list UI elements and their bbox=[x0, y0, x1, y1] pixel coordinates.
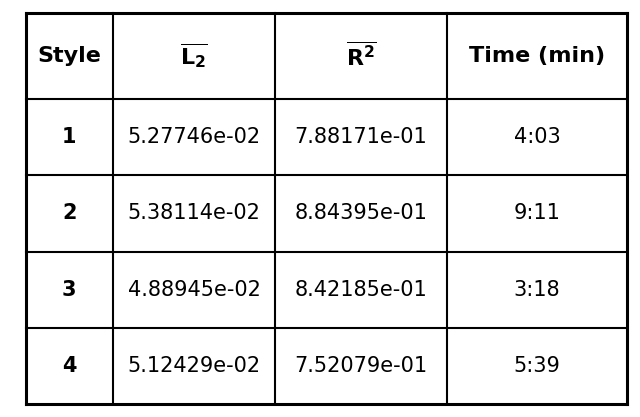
Text: 5:39: 5:39 bbox=[513, 356, 561, 376]
Text: 8.42185e-01: 8.42185e-01 bbox=[294, 280, 428, 300]
Text: 4: 4 bbox=[62, 356, 76, 376]
Text: 8.84395e-01: 8.84395e-01 bbox=[294, 203, 428, 224]
Text: Style: Style bbox=[37, 45, 101, 65]
Text: 4.88945e-02: 4.88945e-02 bbox=[127, 280, 260, 300]
Text: 5.38114e-02: 5.38114e-02 bbox=[127, 203, 260, 224]
Text: 9:11: 9:11 bbox=[513, 203, 561, 224]
Text: 4:03: 4:03 bbox=[513, 127, 561, 147]
Text: 3: 3 bbox=[62, 280, 76, 300]
Text: $\mathbf{\overline{L_2}}$: $\mathbf{\overline{L_2}}$ bbox=[180, 41, 208, 70]
Text: 7.88171e-01: 7.88171e-01 bbox=[294, 127, 428, 147]
Text: 5.12429e-02: 5.12429e-02 bbox=[127, 356, 260, 376]
Text: Time (min): Time (min) bbox=[469, 45, 605, 65]
Text: 1: 1 bbox=[62, 127, 76, 147]
Text: 2: 2 bbox=[62, 203, 76, 224]
Text: $\mathbf{\overline{R^2}}$: $\mathbf{\overline{R^2}}$ bbox=[346, 41, 376, 70]
Text: 7.52079e-01: 7.52079e-01 bbox=[294, 356, 428, 376]
Text: 3:18: 3:18 bbox=[514, 280, 560, 300]
Text: 5.27746e-02: 5.27746e-02 bbox=[127, 127, 260, 147]
